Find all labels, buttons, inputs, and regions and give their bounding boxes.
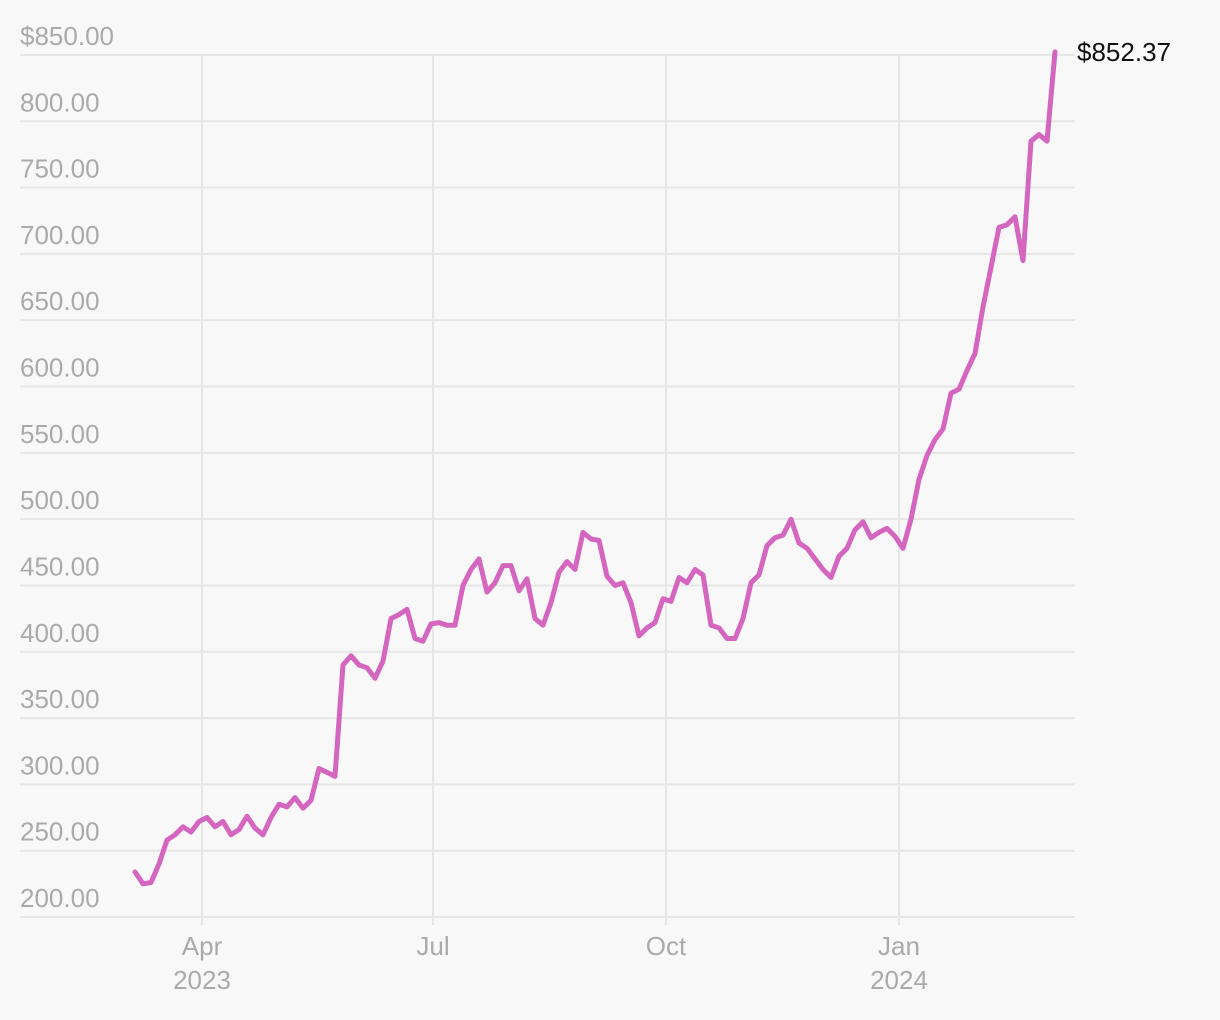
value-label: $852.37 — [1077, 37, 1171, 67]
x-tick-label: Oct — [646, 931, 687, 961]
y-tick-label: 500.00 — [20, 485, 100, 515]
x-tick-label: Jan — [878, 931, 920, 961]
x-tick-year: 2024 — [870, 965, 928, 995]
y-tick-label: $850.00 — [20, 21, 114, 51]
y-tick-label: 600.00 — [20, 353, 100, 383]
y-tick-label: 550.00 — [20, 419, 100, 449]
y-tick-label: 300.00 — [20, 750, 100, 780]
x-tick-label: Jul — [416, 931, 449, 961]
y-tick-label: 450.00 — [20, 551, 100, 581]
x-tick-label: Apr — [182, 931, 223, 961]
y-tick-label: 350.00 — [20, 684, 100, 714]
price-line — [132, 49, 1058, 887]
y-tick-label: 200.00 — [20, 883, 100, 913]
y-tick-label: 800.00 — [20, 87, 100, 117]
y-tick-label: 750.00 — [20, 154, 100, 184]
y-tick-label: 400.00 — [20, 618, 100, 648]
y-tick-label: 650.00 — [20, 286, 100, 316]
y-tick-label: 700.00 — [20, 220, 100, 250]
x-tick-year: 2023 — [173, 965, 231, 995]
y-tick-label: 250.00 — [20, 817, 100, 847]
